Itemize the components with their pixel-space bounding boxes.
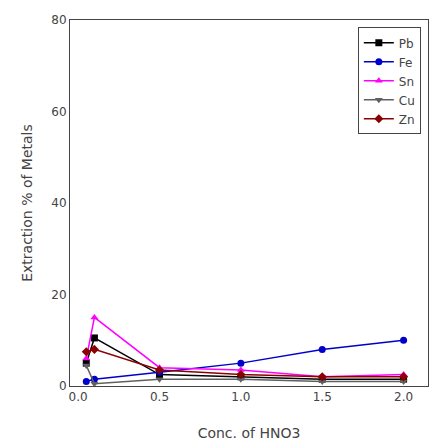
svg-text:Pb: Pb xyxy=(399,37,414,51)
svg-text:80: 80 xyxy=(51,13,66,27)
svg-text:20: 20 xyxy=(51,288,66,302)
svg-text:60: 60 xyxy=(51,105,66,119)
svg-text:Sn: Sn xyxy=(399,75,414,89)
svg-text:0.0: 0.0 xyxy=(69,390,88,404)
svg-text:Conc. of HNO3: Conc. of HNO3 xyxy=(198,425,301,441)
svg-text:Cu: Cu xyxy=(399,94,415,108)
svg-text:Zn: Zn xyxy=(399,113,415,127)
svg-text:1.5: 1.5 xyxy=(313,390,332,404)
svg-text:Extraction % of Metals: Extraction % of Metals xyxy=(19,124,35,282)
svg-text:2.0: 2.0 xyxy=(394,390,413,404)
svg-text:0: 0 xyxy=(59,379,67,393)
svg-text:0.5: 0.5 xyxy=(150,390,169,404)
svg-text:Fe: Fe xyxy=(399,56,413,70)
svg-text:40: 40 xyxy=(51,196,66,210)
svg-text:1.0: 1.0 xyxy=(231,390,250,404)
